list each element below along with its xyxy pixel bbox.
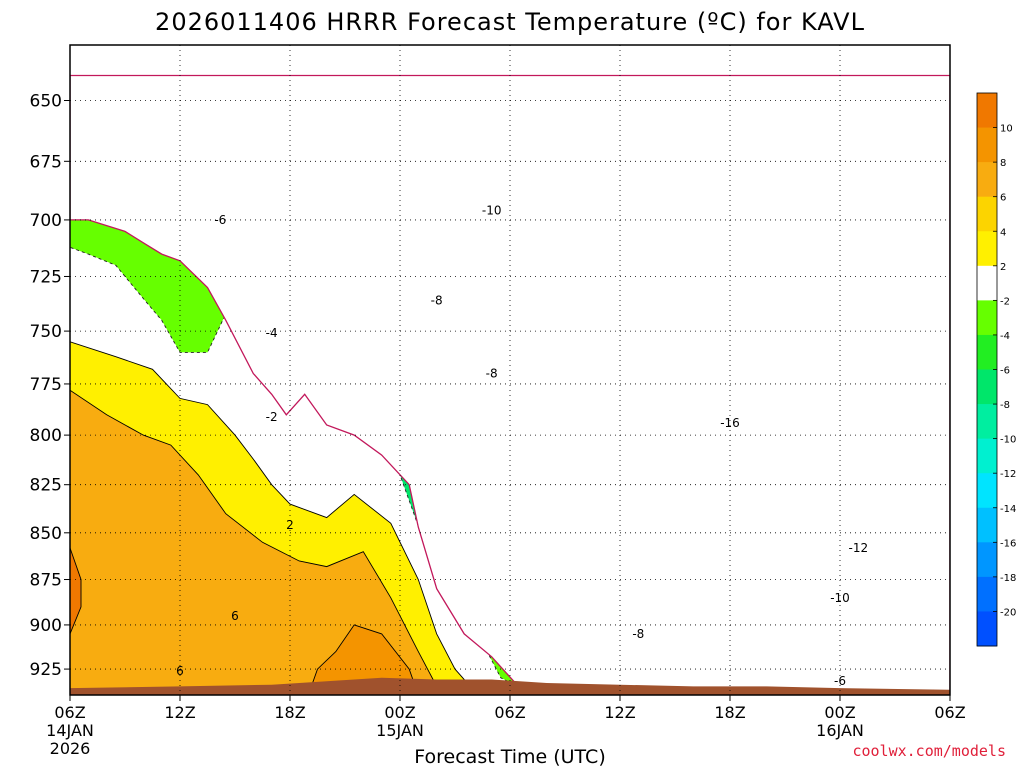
y-tick-label-8: 850 — [30, 524, 62, 544]
colorbar-swatch-2 — [977, 162, 997, 198]
contour-label-6: -16 — [720, 416, 740, 430]
x-tick-year-0: 2026 — [50, 739, 91, 758]
colorbar-swatch-3 — [977, 196, 997, 232]
colorbar-label-7: -6 — [1000, 366, 1010, 377]
colorbar-label-13: -18 — [1000, 573, 1016, 584]
plot-area: -6-10-8-4-8-2 -162-12-106-86-6 — [70, 74, 950, 695]
y-tick-label-2: 700 — [30, 211, 62, 231]
colorbar-swatch-13 — [977, 542, 997, 578]
colorbar-swatch-4 — [977, 231, 997, 267]
y-tick-label-0: 650 — [30, 91, 62, 111]
y-tick-label-11: 925 — [30, 660, 62, 680]
contour-label-8: -12 — [849, 541, 869, 555]
contour-label-9: -10 — [830, 591, 850, 605]
y-tick-label-5: 775 — [30, 375, 62, 395]
x-tick-label-7: 00Z — [824, 703, 855, 722]
colorbar-swatch-7 — [977, 334, 997, 370]
contour-label-13: -6 — [834, 674, 846, 688]
colorbar-label-4: 2 — [1000, 262, 1006, 273]
colorbar-swatch-0 — [977, 93, 997, 129]
x-tick-date-3: 15JAN — [376, 721, 424, 740]
y-tick-label-9: 875 — [30, 571, 62, 591]
x-tick-label-4: 06Z — [494, 703, 525, 722]
colorbar-swatch-11 — [977, 473, 997, 509]
grid-lines — [70, 45, 950, 695]
colorbar-swatch-9 — [977, 404, 997, 440]
x-tick-date-7: 16JAN — [816, 721, 864, 740]
colorbar-label-8: -8 — [1000, 400, 1010, 411]
colorbar-swatch-5 — [977, 265, 997, 301]
x-tick-label-2: 18Z — [274, 703, 305, 722]
contour-label-5: -2 — [266, 410, 278, 424]
colorbar-swatch-14 — [977, 576, 997, 612]
colorbar-label-11: -14 — [1000, 504, 1016, 515]
colorbar-label-14: -20 — [1000, 607, 1016, 618]
colorbar-swatch-8 — [977, 369, 997, 405]
colorbar-label-5: -2 — [1000, 296, 1010, 307]
colorbar-swatch-6 — [977, 300, 997, 336]
y-tick-label-10: 900 — [30, 616, 62, 636]
x-tick-label-8: 06Z — [934, 703, 965, 722]
colorbar-label-2: 6 — [1000, 193, 1006, 204]
colorbar-label-3: 4 — [1000, 227, 1006, 238]
contour-label-1: -10 — [482, 204, 502, 218]
chart-title: 2026011406 HRRR Forecast Temperature (ºC… — [155, 8, 865, 36]
contour-label-11: -8 — [632, 627, 644, 641]
source-credit: coolwx.com/models — [852, 742, 1006, 760]
contour-label-10: 6 — [231, 609, 239, 623]
colorbar-label-10: -12 — [1000, 469, 1016, 480]
colorbar-label-9: -10 — [1000, 435, 1016, 446]
colorbar-label-0: 10 — [1000, 124, 1013, 135]
colorbar-swatch-12 — [977, 507, 997, 543]
colorbar-swatch-1 — [977, 127, 997, 163]
contour-label-2: -8 — [431, 294, 443, 308]
colorbar-label-6: -4 — [1000, 331, 1010, 342]
x-tick-label-5: 12Z — [604, 703, 635, 722]
y-axis-ticks: 650 675 700 725 750 775 800 825 850 875 900 925 — [30, 91, 70, 680]
y-tick-label-7: 825 — [30, 476, 62, 496]
x-tick-label-6: 18Z — [714, 703, 745, 722]
y-tick-label-6: 800 — [30, 426, 62, 446]
colorbar-label-1: 8 — [1000, 158, 1006, 169]
temperature-band-13 — [70, 547, 82, 635]
y-tick-label-3: 725 — [30, 267, 62, 287]
x-tick-label-3: 00Z — [384, 703, 415, 722]
colorbar-swatch-10 — [977, 438, 997, 474]
contour-label-4: -8 — [486, 367, 498, 381]
contour-label-3: -4 — [266, 326, 278, 340]
x-tick-date-0: 14JAN — [46, 721, 94, 740]
colorbar-label-12: -16 — [1000, 538, 1016, 549]
colorbar-legend: 10 8 6 4 2 -2 -4 -6 -8 -10 -12 -14 -16 -18 -20 — [976, 92, 1016, 647]
colorbar-swatch-15 — [977, 611, 997, 647]
x-tick-label-1: 12Z — [164, 703, 195, 722]
x-tick-label-0: 06Z — [54, 703, 85, 722]
y-tick-label-1: 675 — [30, 152, 62, 172]
x-axis-label: Forecast Time (UTC) — [414, 746, 605, 768]
y-tick-label-4: 750 — [30, 322, 62, 342]
